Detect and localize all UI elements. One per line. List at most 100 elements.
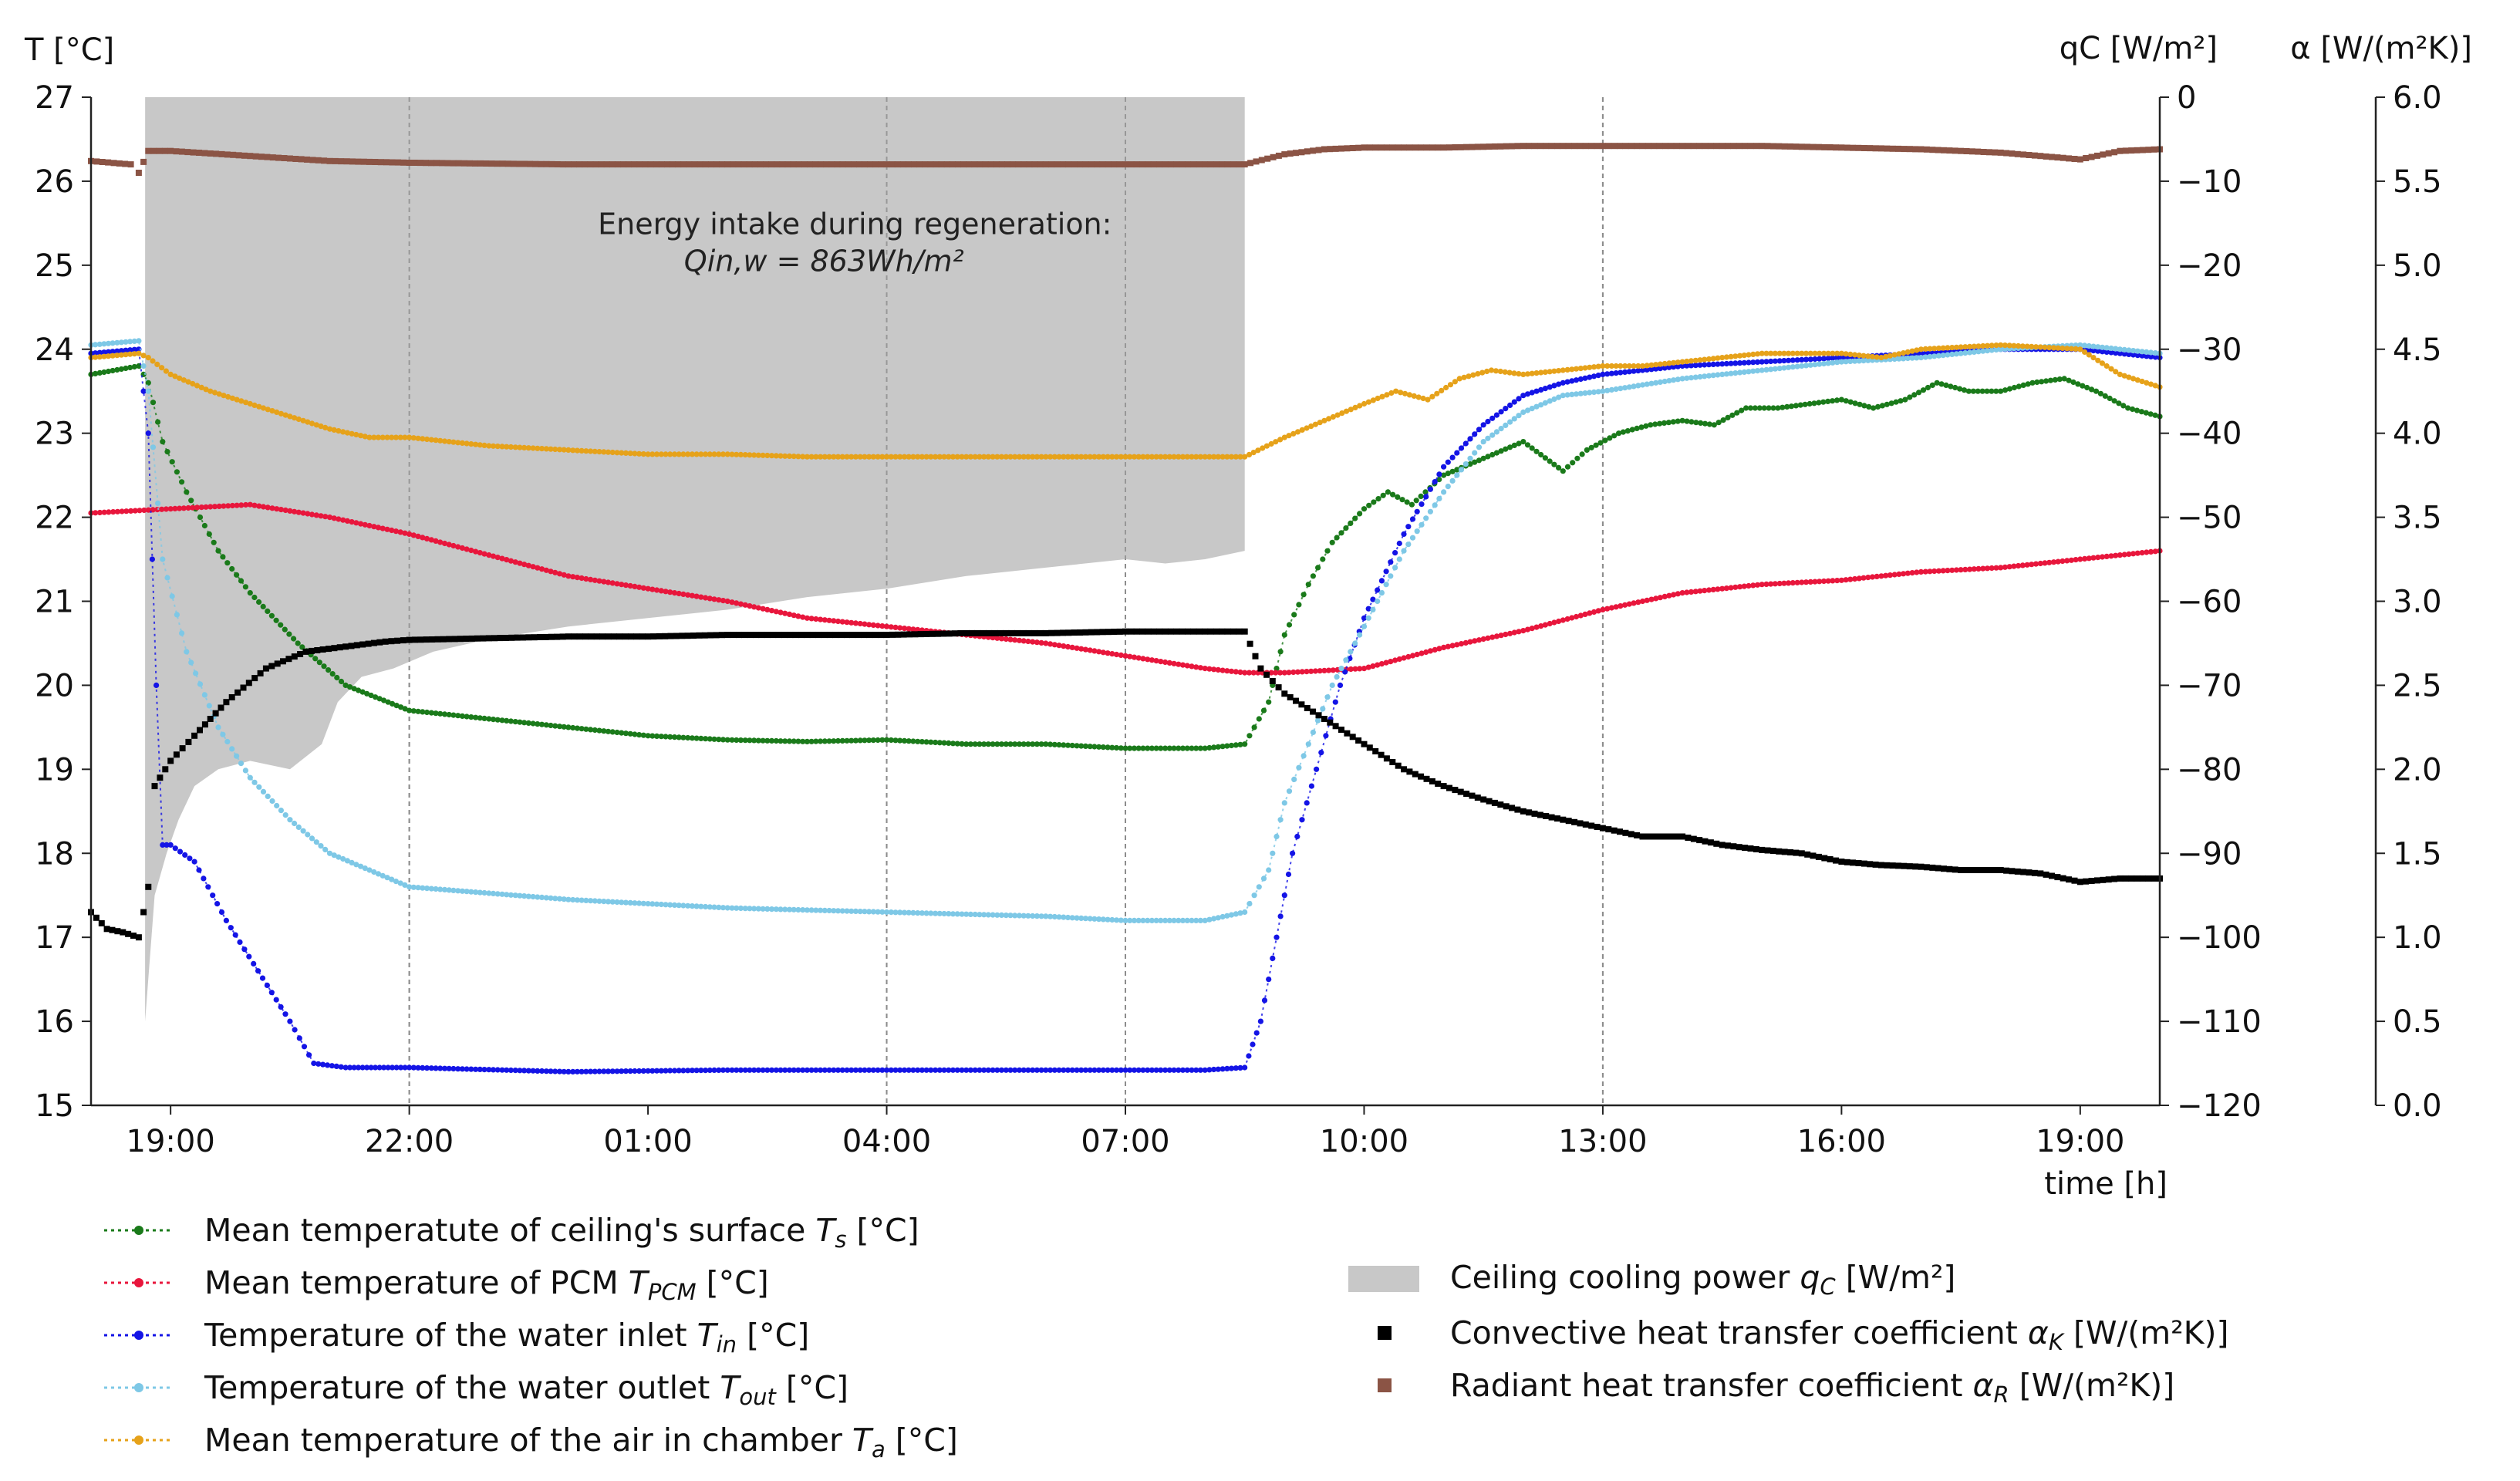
series-point-0-379 [1780, 404, 1786, 410]
series-point-0-392 [1838, 396, 1844, 403]
series-point-4-335 [1573, 366, 1580, 372]
series-point-0-176 [866, 737, 872, 744]
series-point-2-142 [720, 1067, 727, 1073]
series-point-6-277 [1639, 143, 1646, 150]
series-point-5-37 [291, 653, 298, 660]
series-point-2-148 [747, 1067, 753, 1073]
series-point-1-174 [857, 620, 863, 627]
series-point-5-132 [832, 632, 839, 639]
series-point-3-289 [1375, 598, 1381, 605]
series-point-2-466 [2152, 354, 2158, 360]
series-point-1-291 [1375, 662, 1381, 668]
series-point-4-420 [1949, 345, 1955, 351]
legend-label-0: Mean temperatute of ceiling's surface Ts… [204, 1212, 919, 1253]
series-point-6-29 [252, 153, 259, 160]
series-point-3-162 [808, 907, 815, 913]
series-point-4-373 [1741, 353, 1747, 359]
series-point-2-195 [954, 1067, 960, 1073]
series-point-3-462 [2139, 349, 2145, 355]
series-point-3-254 [1215, 915, 1221, 921]
series-point-1-45 [287, 508, 293, 514]
series-point-4-155 [773, 453, 779, 459]
series-point-2-184 [906, 1067, 912, 1073]
series-point-4-423 [1962, 344, 1968, 350]
series-point-0-346 [1629, 427, 1635, 433]
series-point-5-90 [593, 633, 600, 640]
series-point-2-243 [1166, 1067, 1172, 1073]
series-point-4-128 [653, 451, 660, 457]
series-point-5-171 [1054, 629, 1061, 636]
series-point-1-393 [1825, 578, 1831, 584]
series-point-4-451 [2086, 352, 2092, 358]
series-point-0-174 [857, 737, 863, 744]
series-point-6-215 [1287, 150, 1294, 157]
series-point-4-179 [879, 454, 886, 460]
series-point-5-332 [1968, 867, 1975, 873]
series-point-2-185 [910, 1067, 916, 1073]
series-point-4-189 [923, 454, 929, 460]
series-point-4-287 [1357, 403, 1363, 409]
series-point-2-15 [153, 682, 160, 689]
series-point-1-240 [1149, 657, 1155, 663]
series-point-2-380 [1772, 358, 1778, 364]
series-point-3-343 [1613, 386, 1619, 393]
series-point-1-211 [1020, 638, 1027, 644]
series-point-0-364 [1711, 422, 1717, 428]
series-point-2-355 [1661, 365, 1668, 371]
alpha-tick-label-5: 2.5 [2393, 668, 2442, 703]
series-point-2-273 [1294, 833, 1300, 840]
series-point-2-387 [1803, 356, 1810, 363]
series-point-0-185 [906, 738, 912, 744]
series-point-3-176 [870, 909, 876, 915]
series-point-4-80 [441, 438, 448, 444]
series-point-3-399 [1860, 358, 1867, 364]
series-point-4-90 [486, 443, 492, 449]
series-point-4-295 [1393, 388, 1399, 394]
series-point-6-319 [1878, 145, 1884, 152]
series-point-6-270 [1599, 143, 1606, 150]
series-point-5-35 [280, 658, 286, 665]
series-point-1-50 [309, 511, 315, 518]
series-point-5-126 [798, 632, 805, 639]
series-point-1-447 [2064, 558, 2070, 564]
series-point-1-335 [1569, 615, 1575, 621]
series-point-0-79 [437, 710, 444, 717]
series-point-0-319 [1507, 444, 1513, 450]
series-point-2-1 [93, 350, 99, 356]
series-point-6-37 [298, 156, 305, 163]
series-point-5-133 [838, 632, 845, 639]
series-point-4-264 [1255, 447, 1261, 454]
series-point-0-270 [1281, 632, 1287, 638]
series-point-2-92 [499, 1067, 505, 1073]
series-point-2-341 [1600, 371, 1606, 377]
series-point-3-23 [193, 670, 199, 676]
series-point-1-51 [313, 512, 319, 518]
series-point-5-124 [787, 632, 794, 639]
series-point-1-16 [159, 506, 165, 512]
series-point-5-58 [412, 636, 418, 643]
series-point-1-313 [1472, 638, 1478, 644]
series-point-1-270 [1281, 670, 1287, 676]
series-point-3-207 [1007, 913, 1014, 919]
series-point-4-70 [397, 434, 403, 440]
series-point-5-266 [1594, 824, 1601, 830]
series-point-0-55 [334, 674, 340, 681]
series-point-1-391 [1817, 579, 1823, 585]
series-point-5-191 [1167, 628, 1174, 635]
series-point-2-310 [1462, 440, 1469, 447]
series-point-5-264 [1582, 821, 1589, 828]
series-point-6-147 [906, 161, 912, 168]
series-point-2-147 [742, 1067, 748, 1073]
series-point-2-26 [205, 884, 211, 890]
series-point-4-318 [1497, 368, 1503, 375]
series-point-2-296 [1401, 531, 1407, 538]
series-point-2-333 [1564, 379, 1570, 385]
series-point-2-311 [1467, 436, 1473, 442]
series-point-0-277 [1315, 565, 1321, 571]
series-point-1-454 [2095, 555, 2101, 561]
series-point-5-138 [866, 632, 873, 639]
series-point-4-344 [1613, 363, 1619, 369]
series-point-6-14 [167, 147, 174, 154]
series-point-0-129 [658, 734, 664, 740]
series-point-6-177 [1071, 161, 1078, 168]
